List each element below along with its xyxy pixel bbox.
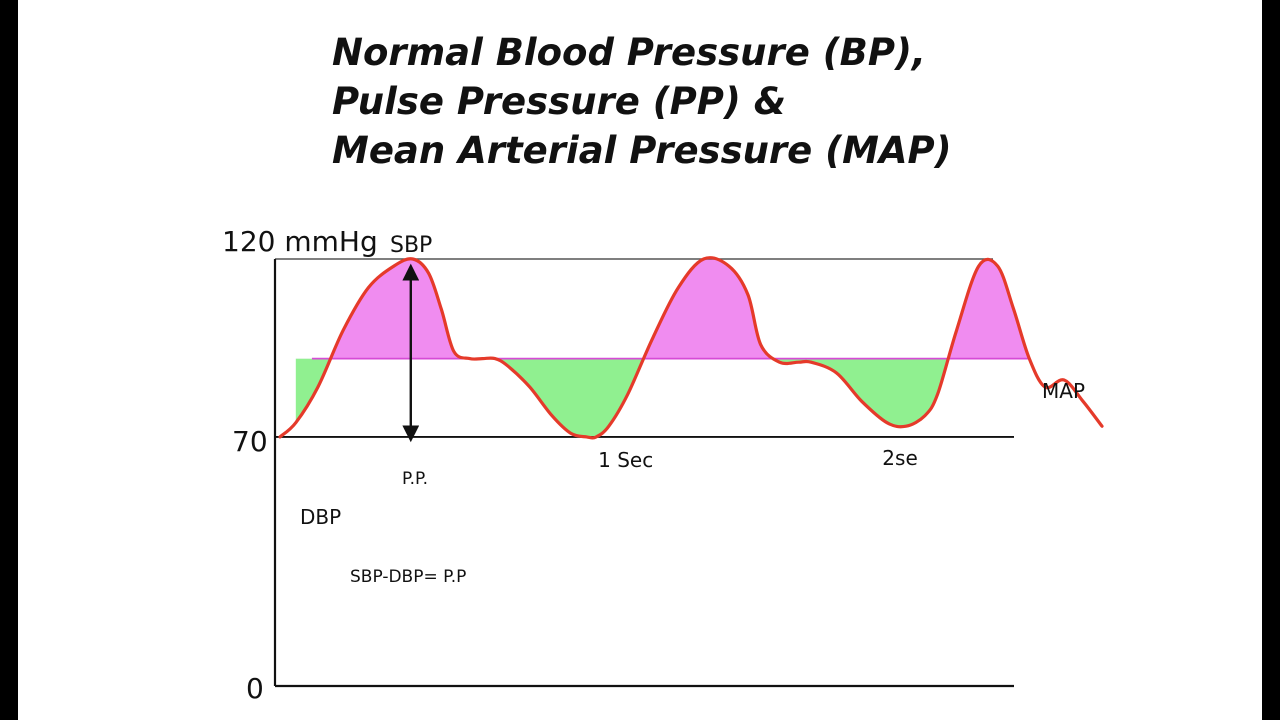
- chart-title: Normal Blood Pressure (BP), Pulse Pressu…: [332, 28, 1092, 175]
- label-dbp: DBP: [300, 505, 341, 529]
- ytick-label-120: 120 mmHg: [222, 225, 378, 258]
- xtick-label-1sec: 1 Sec: [598, 448, 653, 472]
- label-map: MAP: [1042, 379, 1085, 403]
- label-pp-formula: SBP-DBP= P.P: [350, 567, 466, 587]
- title-line-2: Pulse Pressure (PP) &: [332, 80, 786, 123]
- pressure-curve: [278, 256, 1104, 440]
- below-map-area: [295, 358, 949, 438]
- ytick-label-70: 70: [232, 425, 268, 458]
- xtick-label-2sec: 2se: [882, 446, 917, 470]
- title-line-1: Normal Blood Pressure (BP),: [332, 31, 926, 74]
- ytick-label-0: 0: [246, 672, 264, 705]
- title-line-3: Mean Arterial Pressure (MAP): [332, 129, 952, 172]
- above-map-area: [295, 257, 1030, 359]
- label-pp: P.P.: [402, 469, 428, 489]
- label-sbp: SBP: [390, 233, 432, 258]
- slide-panel: Normal Blood Pressure (BP), Pulse Pressu…: [18, 0, 1262, 720]
